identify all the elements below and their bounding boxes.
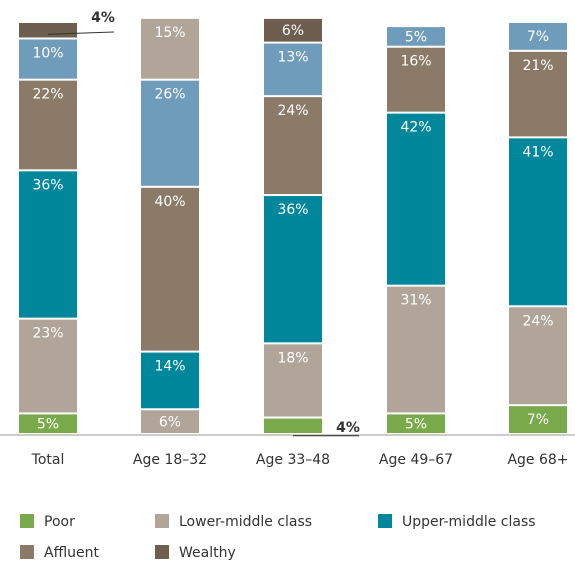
- legend-swatch: [20, 514, 34, 528]
- bar-segment: [141, 352, 199, 409]
- bar-segment: [509, 307, 567, 405]
- value-label: 24%: [522, 313, 553, 329]
- bar-segment: [19, 23, 77, 38]
- bar-segment: [509, 51, 567, 137]
- value-label: 24%: [277, 103, 308, 119]
- leader-line: [47, 31, 115, 35]
- legend-label: Affluent: [44, 545, 99, 561]
- legend-swatch: [155, 545, 169, 559]
- legend-swatch: [155, 514, 169, 528]
- value-label: 41%: [522, 144, 553, 160]
- value-label: 18%: [277, 350, 308, 366]
- x-tick-label: Age 49–67: [379, 452, 453, 468]
- value-label: 23%: [32, 326, 63, 342]
- value-label: 15%: [154, 25, 185, 41]
- bar-segment: [387, 286, 445, 413]
- bar-segment: [387, 27, 445, 46]
- legend-swatch: [378, 514, 392, 528]
- value-label: 5%: [405, 417, 427, 433]
- legend-swatch: [20, 545, 34, 559]
- value-label: 13%: [277, 50, 308, 66]
- value-label: 5%: [37, 417, 59, 433]
- bar-segment: [264, 43, 322, 96]
- value-label: 21%: [522, 58, 553, 74]
- value-label: 36%: [277, 202, 308, 218]
- value-label: 7%: [527, 29, 549, 45]
- bar-segment: [509, 138, 567, 306]
- bar-segment: [387, 113, 445, 285]
- bar-segment: [387, 47, 445, 112]
- bar-segment: [141, 187, 199, 351]
- value-label: 5%: [405, 29, 427, 45]
- bar-segment: [387, 414, 445, 433]
- legend-label: Wealthy: [179, 545, 236, 561]
- value-label: 14%: [154, 359, 185, 375]
- value-label: 36%: [32, 177, 63, 193]
- x-tick-label: Total: [31, 452, 65, 468]
- bar-segment: [264, 97, 322, 195]
- value-label: 10%: [32, 45, 63, 61]
- legend-label: Poor: [44, 514, 75, 530]
- bar-segment: [19, 414, 77, 433]
- bar-segment: [141, 18, 199, 79]
- bar-segment: [19, 171, 77, 318]
- bar-segment: [264, 344, 322, 417]
- value-label: 4%: [336, 420, 360, 436]
- bar-segment: [19, 80, 77, 170]
- bar-segment: [19, 39, 77, 79]
- value-label: 31%: [400, 293, 431, 309]
- bar-segment: [264, 418, 322, 433]
- value-label: 42%: [400, 120, 431, 136]
- bar-segment: [509, 23, 567, 50]
- bar-segment: [264, 18, 322, 42]
- bar-segment: [264, 196, 322, 343]
- bar-segment: [141, 410, 199, 433]
- value-label: 22%: [32, 87, 63, 103]
- x-tick-label: Age 33–48: [256, 452, 330, 468]
- x-tick-label: Age 68+: [507, 452, 568, 468]
- value-label: 6%: [282, 23, 304, 39]
- bar-segment: [509, 406, 567, 433]
- value-label: 7%: [527, 412, 549, 428]
- value-label: 6%: [159, 415, 181, 431]
- value-label: 26%: [154, 87, 185, 103]
- bar-segment: [141, 80, 199, 186]
- bar-segment: [19, 319, 77, 413]
- legend-label: Lower-middle class: [179, 514, 312, 530]
- value-label: 4%: [91, 10, 115, 26]
- x-tick-label: Age 18–32: [133, 452, 207, 468]
- value-label: 16%: [400, 54, 431, 70]
- legend-label: Upper-middle class: [402, 514, 536, 530]
- value-label: 40%: [154, 194, 185, 210]
